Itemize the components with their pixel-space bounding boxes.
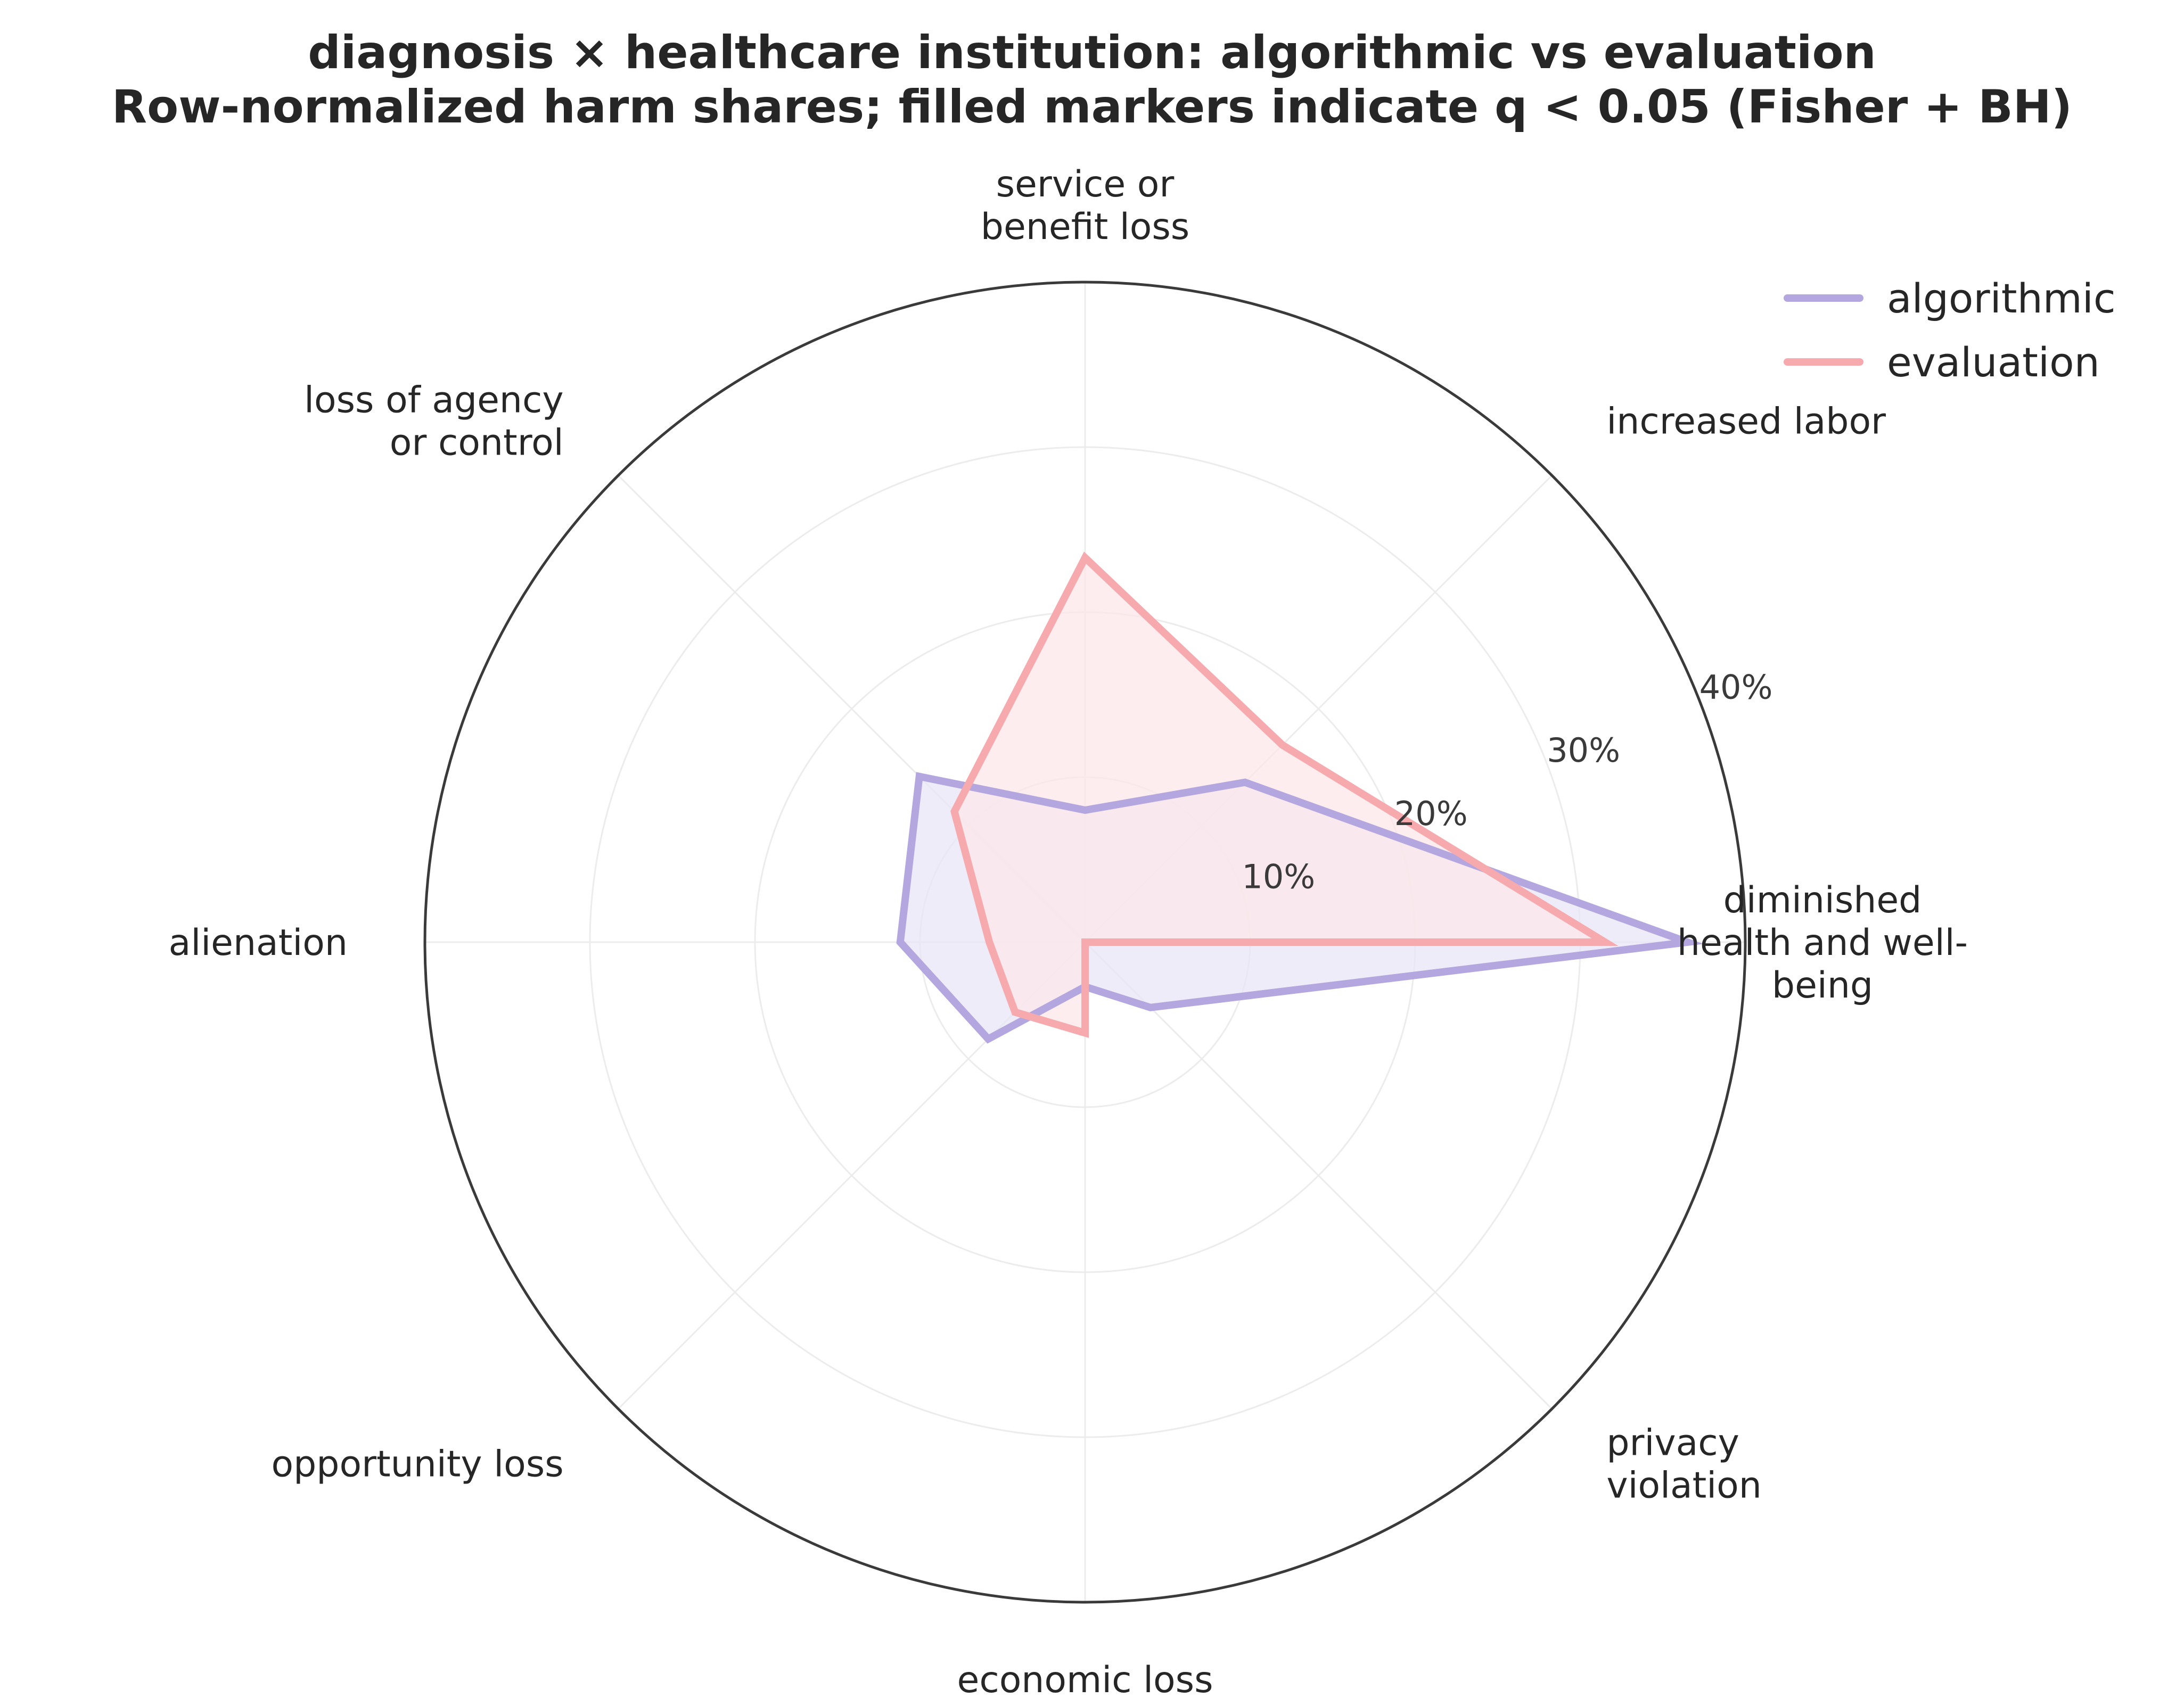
radar-series xyxy=(896,551,1704,1044)
legend-label: algorithmic xyxy=(1887,274,2116,322)
r-tick-label: 40% xyxy=(1699,668,1773,707)
series-line-evaluation xyxy=(950,551,1619,1038)
legend-swatch xyxy=(1784,294,1863,302)
category-label: loss of agency or control xyxy=(304,380,564,464)
legend-entry: algorithmic xyxy=(1784,266,2156,330)
r-tick-label: 30% xyxy=(1547,731,1620,770)
category-label: service or benefit loss xyxy=(981,163,1189,248)
legend-swatch xyxy=(1784,358,1863,366)
series-line-algorithmic xyxy=(896,772,1704,1044)
r-tick-label: 10% xyxy=(1242,857,1315,896)
grid-spoke xyxy=(1084,941,1553,1410)
legend: algorithmic evaluation xyxy=(1784,266,2156,394)
legend-label: evaluation xyxy=(1887,338,2100,386)
category-label: privacy violation xyxy=(1606,1422,1762,1506)
chart-title-line-2: Row-normalized harm shares; filled marke… xyxy=(111,80,2073,134)
category-label: increased labor xyxy=(1606,401,1886,443)
legend-entry: evaluation xyxy=(1784,330,2156,394)
radar-outer-ring xyxy=(423,281,1747,1604)
category-label: economic loss xyxy=(957,1659,1213,1701)
category-label: alienation xyxy=(169,922,348,964)
r-tick-label: 20% xyxy=(1394,794,1468,833)
radar-labels: 10% 20% 30% 40% diminished health and well-be… xyxy=(169,163,1968,1701)
category-label: opportunity loss xyxy=(272,1443,564,1485)
category-label: diminished health and well-being xyxy=(1677,879,1968,1007)
chart-title-line-1: diagnosis × healthcare institution: algo… xyxy=(308,26,1876,79)
chart-title: diagnosis × healthcare institution: algo… xyxy=(0,26,2184,134)
radar-frame xyxy=(423,281,1747,1604)
